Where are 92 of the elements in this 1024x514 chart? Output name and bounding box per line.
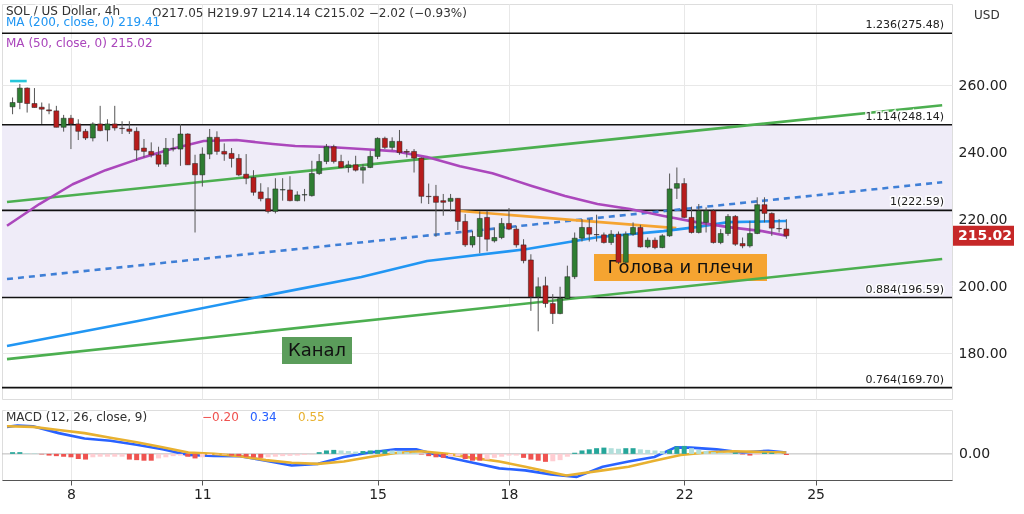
bar [550, 453, 556, 462]
bar [557, 453, 563, 461]
bar [608, 448, 614, 454]
bar [338, 450, 344, 454]
bar [375, 449, 381, 454]
text: 0.34 [250, 410, 277, 424]
bar [345, 451, 351, 454]
bar [236, 453, 242, 457]
ref-line-label: 1(222.59) [889, 195, 944, 209]
bar [674, 446, 680, 454]
x-tick-label: 15 [369, 485, 387, 502]
annotation: Канал [287, 338, 347, 360]
bar [272, 453, 278, 457]
bar [134, 453, 140, 461]
bar [491, 453, 497, 458]
bar [97, 453, 103, 457]
bar [455, 453, 461, 457]
bar [579, 450, 585, 454]
ref-line-label: 0.884(196.59) [865, 282, 944, 296]
bar [112, 453, 118, 457]
bar [75, 453, 81, 459]
bar [258, 453, 264, 458]
bar [615, 448, 621, 454]
bar [652, 450, 658, 454]
bar [382, 449, 388, 454]
bar [521, 453, 527, 458]
bar [83, 453, 89, 460]
x-tick-label: 11 [193, 485, 212, 502]
bar [535, 453, 541, 461]
y-tick-label: 240.00 [958, 143, 1008, 160]
bar [703, 451, 709, 454]
bar [696, 449, 702, 454]
ref-line-label: 1.236(275.48) [865, 18, 944, 32]
bar [396, 451, 402, 454]
bar [477, 453, 483, 461]
bar [185, 453, 191, 457]
x-tick-label: 18 [500, 485, 519, 502]
text: 0.00 [959, 444, 991, 461]
text: MA (50, close, 0) 215.02 [6, 36, 153, 50]
bar [440, 453, 446, 458]
bar [667, 449, 673, 454]
y-tick-label: 200.00 [958, 277, 1008, 294]
bar [630, 448, 636, 454]
x-tick-label: 8 [66, 485, 76, 502]
bar [104, 453, 110, 457]
bar [126, 453, 132, 460]
y-tick-label: 260.00 [958, 76, 1008, 93]
bar [61, 453, 67, 457]
bar [360, 451, 366, 454]
bar [323, 450, 329, 454]
ref-line-label: 1.114(248.14) [865, 109, 944, 123]
bar [170, 453, 176, 457]
bar [331, 449, 337, 454]
bar [623, 448, 629, 454]
bar [469, 453, 475, 461]
bar [243, 453, 249, 457]
bar [389, 450, 395, 454]
bar [280, 453, 286, 457]
chart-title: MACD (12, 26, close, 9) [6, 410, 148, 424]
x-tick-label: 22 [675, 485, 694, 502]
bar [659, 451, 665, 454]
x-tick-label: 25 [807, 485, 826, 502]
bar [689, 448, 694, 454]
ref-line-label: 0.764(169.70) [865, 372, 944, 386]
bar [601, 447, 607, 454]
text: 0.55 [298, 410, 325, 424]
bar [499, 453, 505, 457]
bar [586, 449, 592, 454]
bar [528, 453, 534, 460]
bar [141, 453, 147, 461]
annotation: Голова и плечи [607, 255, 754, 277]
bar [53, 453, 59, 457]
y-tick-label: 220.00 [958, 210, 1008, 227]
text: USD [974, 8, 1000, 22]
bar [426, 453, 432, 457]
bar [367, 450, 373, 454]
bar [462, 453, 468, 459]
y-tick-label: 180.00 [958, 344, 1008, 361]
bar [119, 453, 125, 457]
bar [353, 451, 359, 454]
bar [594, 448, 600, 454]
bar [148, 453, 154, 461]
bar [448, 453, 454, 457]
bar [645, 449, 651, 454]
line-series [5, 138, 788, 238]
bar [681, 445, 687, 454]
text: −0.20 [202, 410, 239, 424]
bar [564, 453, 570, 457]
text: 215.02 [958, 226, 1013, 243]
bar [542, 453, 548, 462]
bar [484, 453, 490, 460]
bar [637, 449, 643, 454]
